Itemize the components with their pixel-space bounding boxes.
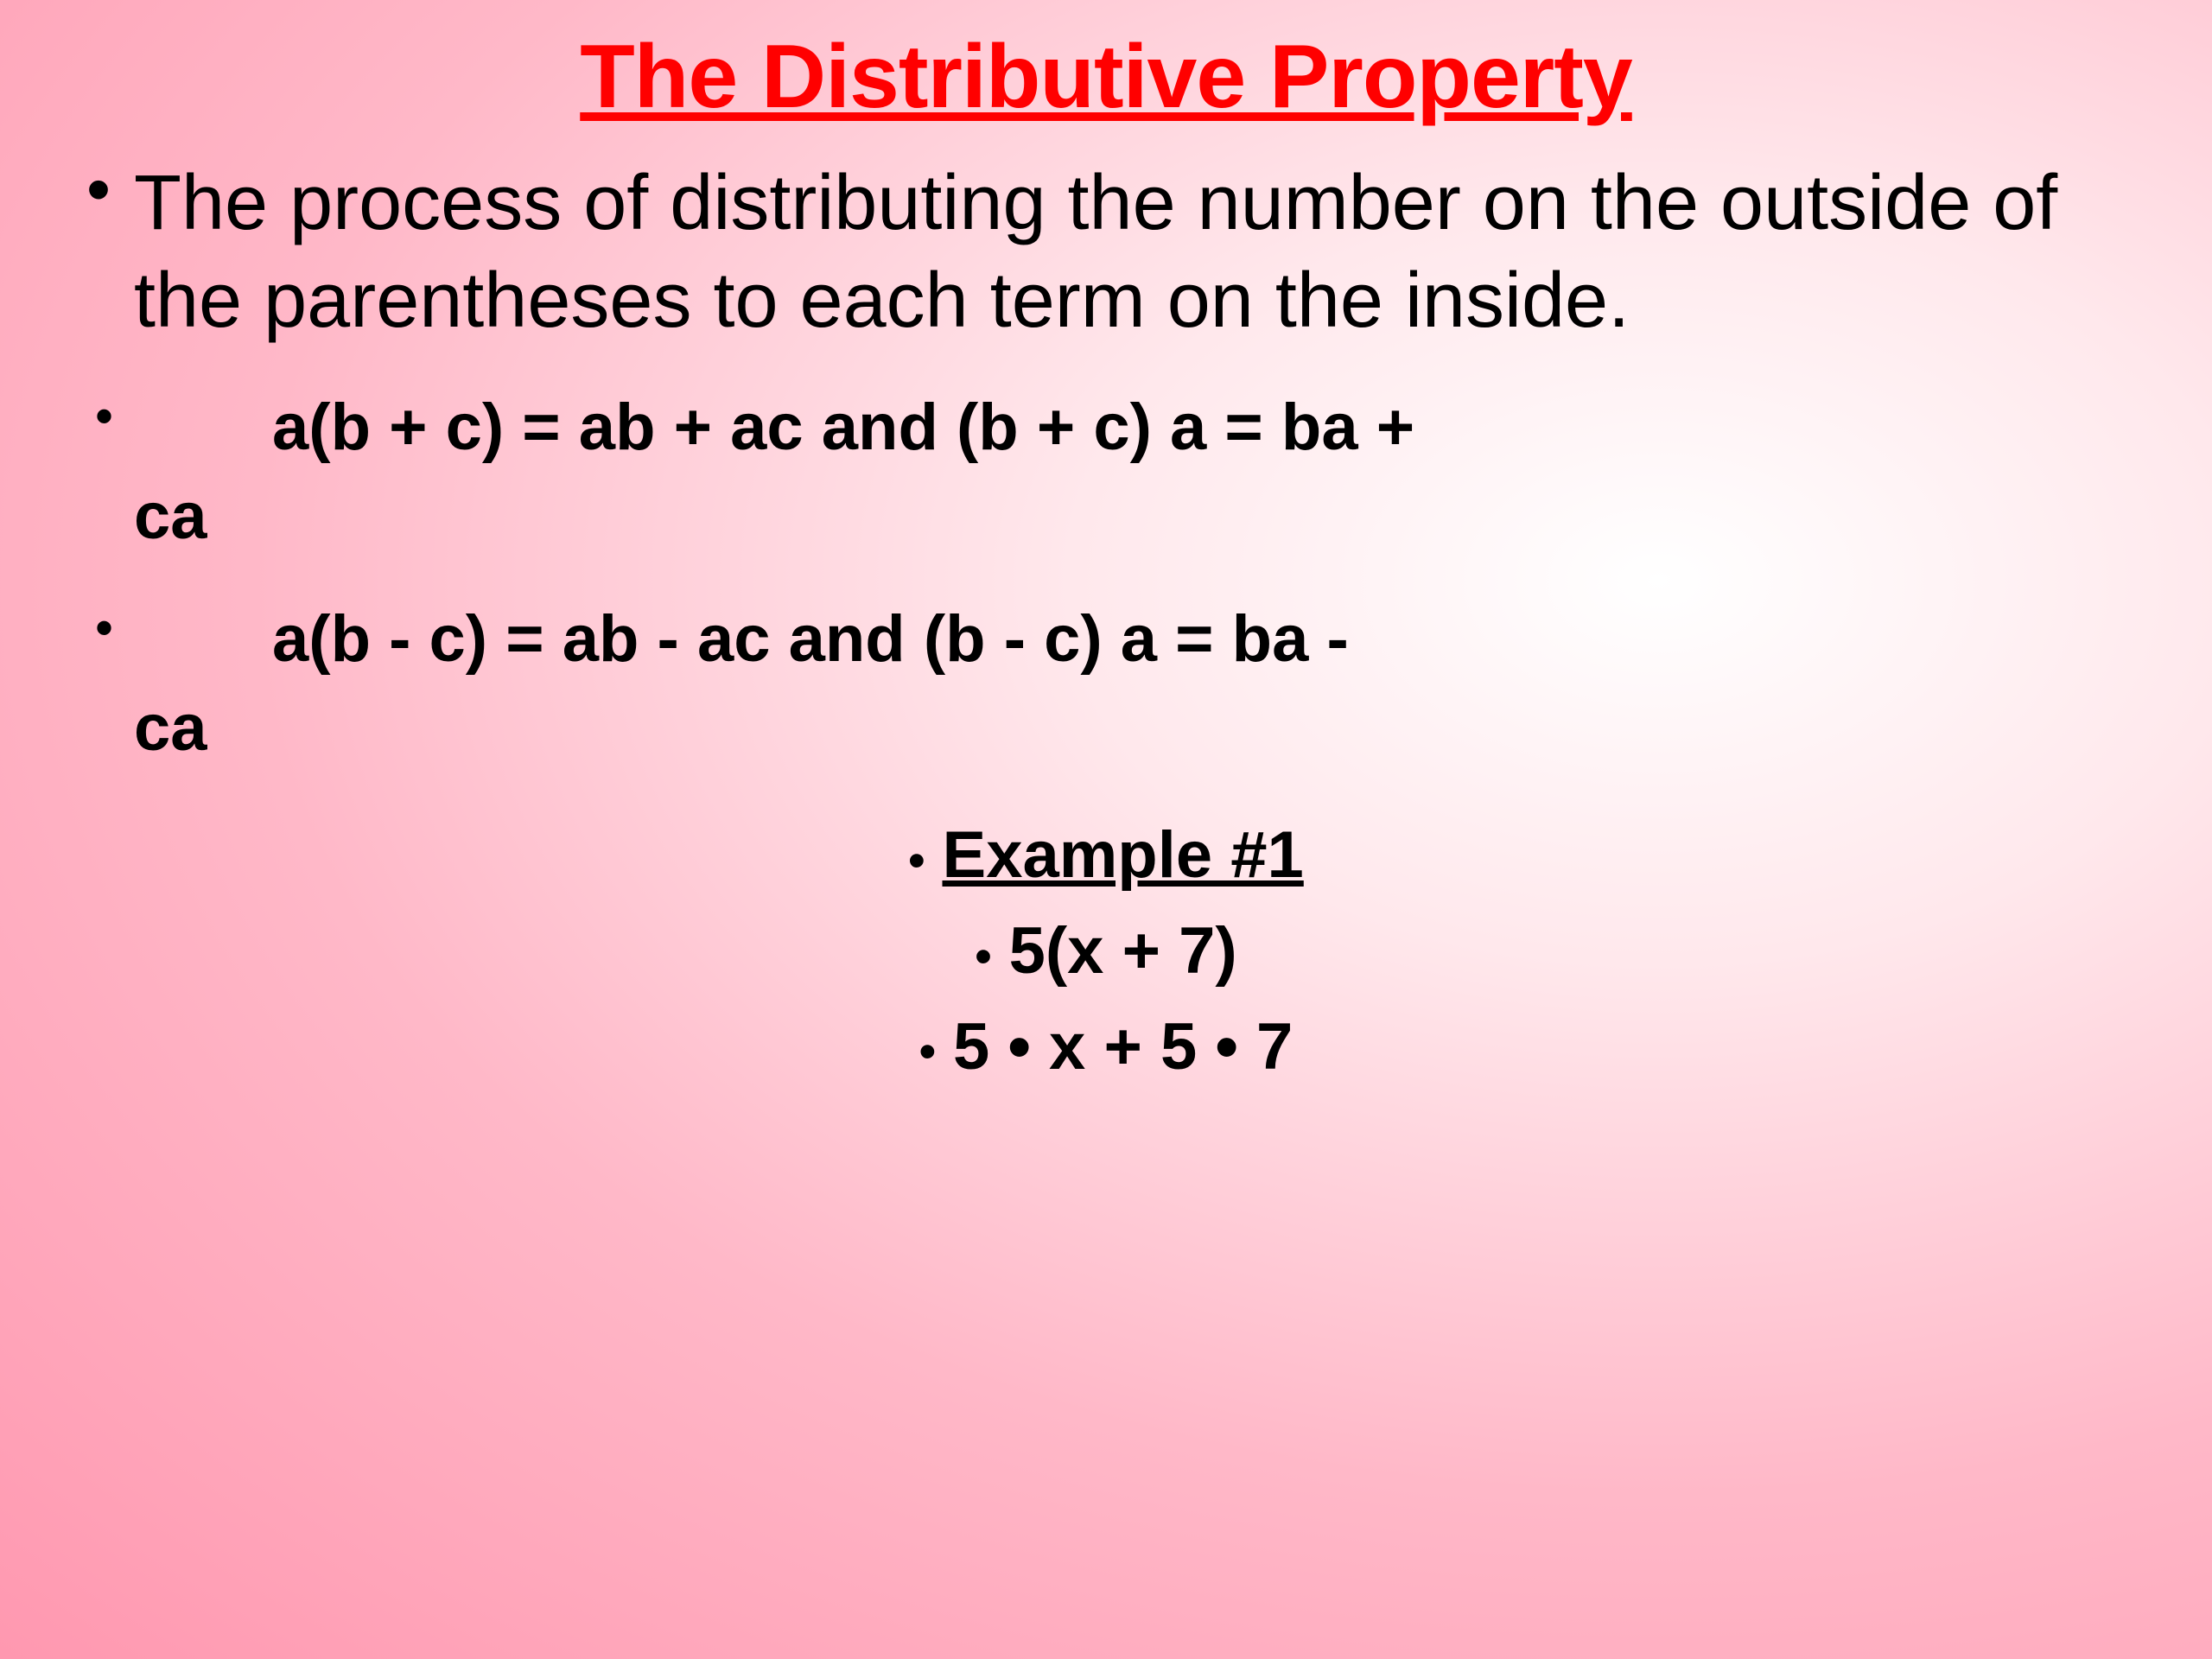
formula-2-line1: a(b - c) = ab - ac and (b - c) a = ba - bbox=[134, 595, 2160, 684]
example-list: • Example #1 • 5(x + 7) • 5 • x + 5 • 7 bbox=[52, 811, 2160, 1091]
formula-1-line2: ca bbox=[134, 473, 2160, 562]
formula-item-1: a(b + c) = ab + ac and (b + c) a = ba + … bbox=[69, 384, 2160, 561]
formula-2-line2: ca bbox=[134, 684, 2160, 773]
content-list: The process of distributing the number o… bbox=[52, 155, 2160, 772]
example-step2-item: • 5 • x + 5 • 7 bbox=[52, 1003, 2160, 1092]
definition-item: The process of distributing the number o… bbox=[69, 155, 2160, 349]
example-step2-text: 5 • x + 5 • 7 bbox=[953, 1010, 1293, 1084]
example-header-text: Example #1 bbox=[943, 818, 1304, 892]
formula-item-2: a(b - c) = ab - ac and (b - c) a = ba - … bbox=[69, 595, 2160, 772]
slide-title: The Distributive Property bbox=[52, 26, 2160, 129]
bullet-icon: • bbox=[975, 924, 991, 988]
bullet-icon: • bbox=[919, 1019, 936, 1083]
example-header-item: • Example #1 bbox=[52, 811, 2160, 900]
definition-text: The process of distributing the number o… bbox=[134, 160, 2057, 344]
bullet-icon: • bbox=[908, 828, 925, 892]
example-step1-text: 5(x + 7) bbox=[1009, 914, 1237, 988]
formula-1-line1: a(b + c) = ab + ac and (b + c) a = ba + bbox=[134, 384, 2160, 473]
example-step1-item: • 5(x + 7) bbox=[52, 907, 2160, 996]
